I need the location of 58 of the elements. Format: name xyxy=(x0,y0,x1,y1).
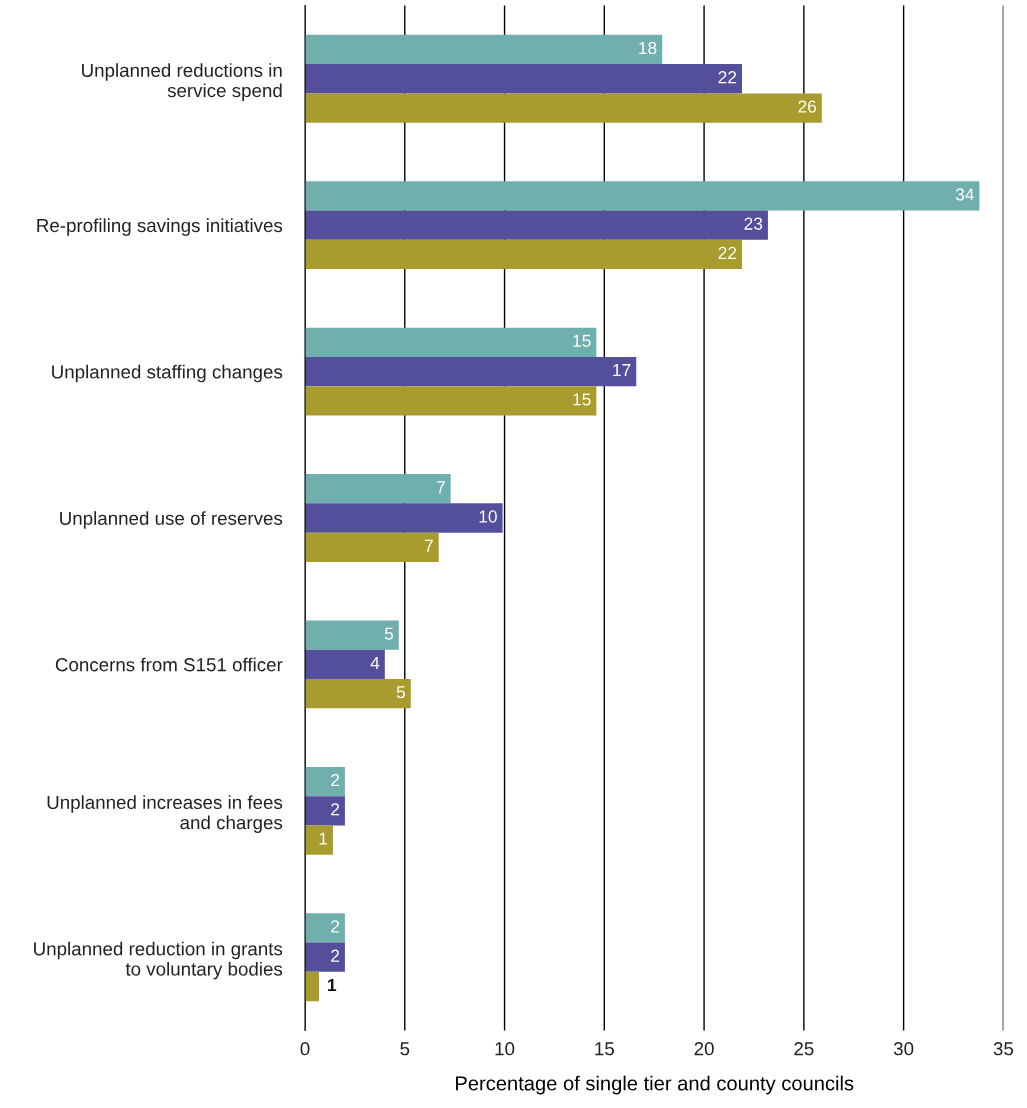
x-tick-label: 25 xyxy=(794,1042,814,1056)
bar xyxy=(305,825,333,855)
bar xyxy=(305,474,451,504)
bar xyxy=(305,327,597,357)
bar xyxy=(305,356,637,387)
y-tick-label: Re-profiling savings initiatives xyxy=(37,218,283,236)
x-tick-label: 35 xyxy=(993,1042,1014,1056)
bar xyxy=(305,942,345,972)
bar xyxy=(305,620,399,650)
data-label: 2 xyxy=(331,773,340,787)
x-tick-label: 20 xyxy=(694,1042,714,1056)
bar xyxy=(305,93,822,123)
data-label: 10 xyxy=(479,510,497,523)
y-tick-label: Unplanned reductions in service spend xyxy=(82,63,282,101)
bar xyxy=(305,386,597,416)
x-tick-label: 10 xyxy=(495,1042,515,1056)
bar xyxy=(305,239,742,270)
bar xyxy=(305,971,319,1002)
bar xyxy=(305,503,503,533)
bar xyxy=(305,210,768,240)
bar xyxy=(305,913,345,943)
data-label: 2 xyxy=(331,803,340,816)
x-tick-label: 5 xyxy=(400,1042,410,1056)
y-tick-label: Unplanned use of reserves xyxy=(60,511,283,529)
data-label: 5 xyxy=(384,627,394,640)
data-label: 22 xyxy=(718,246,737,259)
y-tick-label: Unplanned increases in fees and charges xyxy=(47,795,283,833)
data-label: 1 xyxy=(328,979,337,992)
data-label: 18 xyxy=(639,41,657,55)
x-tick-label: 15 xyxy=(595,1042,614,1056)
data-label: 15 xyxy=(573,393,591,406)
bar xyxy=(305,64,742,94)
bar xyxy=(305,34,663,65)
y-tick-label: Unplanned reduction in grants to voluntary bodies xyxy=(34,941,283,980)
bar xyxy=(305,679,411,709)
data-label: 23 xyxy=(744,217,763,230)
x-tick-label: 30 xyxy=(893,1042,914,1056)
data-label: 2 xyxy=(331,949,340,962)
x-axis-title: Percentage of single tier and county councils xyxy=(456,1075,854,1095)
bar xyxy=(305,796,345,826)
bar xyxy=(305,766,345,797)
data-label: 26 xyxy=(798,100,817,113)
data-label: 34 xyxy=(955,188,974,201)
y-tick-label: Concerns from S151 officer xyxy=(55,657,283,672)
data-label: 4 xyxy=(370,656,380,669)
bar xyxy=(305,649,385,680)
x-tick-label: 0 xyxy=(300,1042,310,1056)
data-label: 22 xyxy=(718,71,737,84)
data-label: 7 xyxy=(436,481,445,494)
bar xyxy=(305,532,439,562)
y-tick-label: Unplanned staffing changes xyxy=(52,364,283,383)
data-label: 1 xyxy=(319,832,328,845)
data-label: 2 xyxy=(331,920,340,933)
data-label: 17 xyxy=(613,364,631,377)
data-label: 5 xyxy=(396,686,406,699)
bar xyxy=(305,181,980,211)
data-label: 7 xyxy=(424,539,433,552)
data-label: 15 xyxy=(573,334,591,347)
